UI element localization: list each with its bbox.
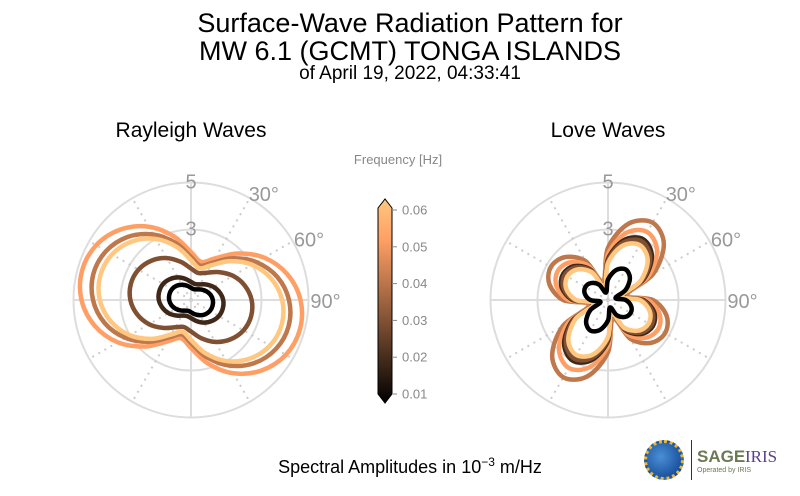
love-title: Love Waves [550, 119, 666, 142]
angle-tick-label: 30° [666, 184, 696, 206]
radial-tick-label: 5 [185, 172, 196, 194]
pattern-curve-0.04hz [546, 218, 670, 382]
units-suffix: m/Hz [494, 457, 542, 477]
radial-tick-label: 5 [602, 172, 613, 194]
colorbar-title: Frequency [Hz] [353, 152, 443, 167]
chart-title-event: MW 6.1 (GCMT) TONGA ISLANDS [198, 36, 622, 66]
colorbar-tick-label: 0.04 [402, 276, 427, 291]
radial-tick-label: 3 [602, 219, 613, 241]
angle-tick-label: 60° [294, 229, 324, 251]
angle-tick-label: 60° [711, 229, 741, 251]
colorbar-tick-label: 0.03 [402, 313, 427, 328]
colorbar-tick-label: 0.05 [402, 239, 427, 254]
operated-by-text: Operated by IRIS [697, 467, 752, 474]
pattern-curve-0.02hz [156, 275, 226, 325]
pattern-curve-0.06hz [563, 241, 653, 359]
iris-logo-text: IRIS [745, 447, 778, 466]
units-prefix: Spectral Amplitudes in 10 [278, 457, 482, 477]
polar-plot-1: 3 5 30° 60° 90° [489, 172, 758, 419]
angle-tick-label: 30° [249, 184, 279, 206]
sage-logo-text: SAGE [697, 447, 746, 466]
logo-divider [691, 440, 692, 480]
polar-plot-0: 3 5 30° 60° 90° [72, 172, 341, 419]
pattern-curve-0.03hz [127, 255, 255, 345]
pattern-curve-0.01hz [166, 282, 216, 318]
pattern-curve-0.06hz [96, 236, 286, 364]
chart-title-date: of April 19, 2022, 04:33:41 [299, 63, 521, 84]
radial-tick-label: 3 [185, 219, 196, 241]
colorbar-tick-label: 0.06 [402, 203, 427, 218]
pattern-curve-0.05hz [77, 224, 305, 376]
angle-tick-label: 90° [727, 291, 757, 313]
colorbar-tick-label: 0.01 [402, 387, 427, 402]
colorbar-tick-label: 0.02 [402, 350, 427, 365]
rayleigh-title: Rayleigh Waves [115, 119, 267, 142]
units-exponent: −3 [481, 455, 495, 469]
colorbar: 0.06 0.05 0.04 0.03 0.02 0.01 [377, 198, 427, 404]
pattern-curve-0.01hz [582, 266, 634, 334]
chart-title: Surface-Wave Radiation Pattern for [197, 8, 623, 38]
angle-tick-label: 90° [310, 291, 340, 313]
nsf-logo [644, 440, 684, 480]
amplitude-units-label: Spectral Amplitudes in 10−3 m/Hz [278, 455, 542, 478]
colorbar-gradient [377, 198, 393, 404]
